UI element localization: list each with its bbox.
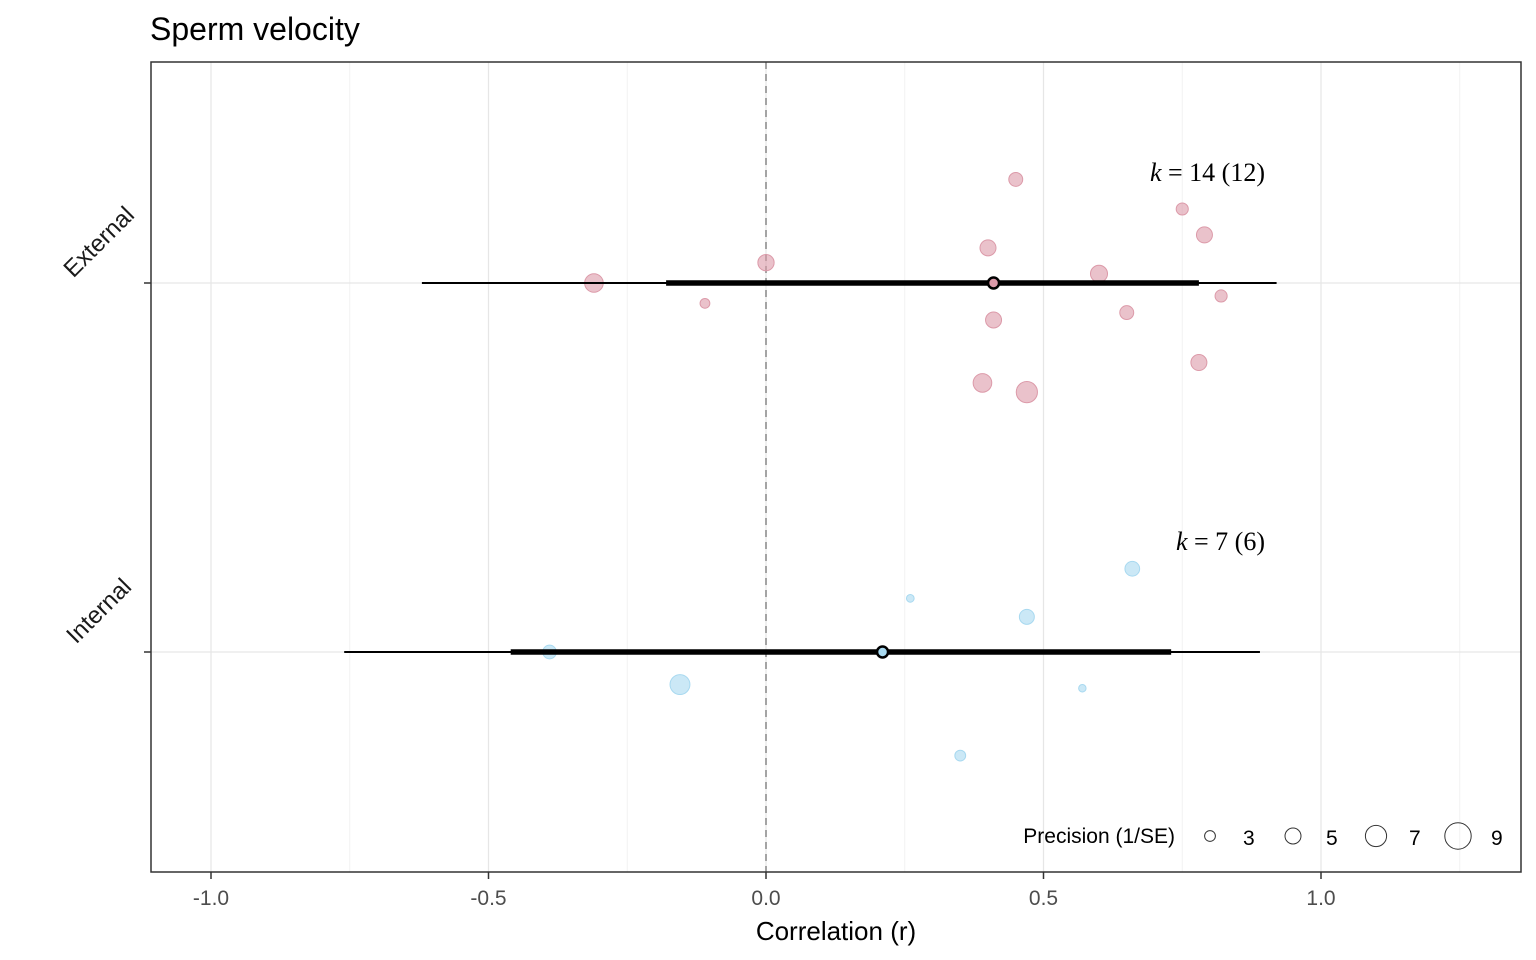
effect-size-point bbox=[1078, 684, 1087, 693]
k-label: k = 7 (6) bbox=[1176, 527, 1265, 556]
x-tick-label: -1.0 bbox=[193, 887, 229, 910]
effect-size-point bbox=[1214, 289, 1228, 303]
legend-label: 5 bbox=[1326, 827, 1338, 850]
y-category-label: Internal bbox=[61, 573, 137, 649]
x-tick-label: 0.5 bbox=[1029, 887, 1058, 910]
effect-size-point bbox=[1018, 608, 1035, 625]
effect-size-point bbox=[1089, 264, 1109, 283]
chart-title: Sperm velocity bbox=[150, 11, 360, 47]
effect-size-point bbox=[669, 674, 691, 696]
effect-size-point bbox=[905, 594, 915, 603]
x-tick-label: -0.5 bbox=[470, 887, 506, 910]
effect-size-point bbox=[972, 373, 993, 393]
x-axis-title: Correlation (r) bbox=[756, 916, 916, 946]
legend-label: 3 bbox=[1243, 827, 1255, 850]
k-label-value: = 14 (12) bbox=[1168, 158, 1265, 187]
legend: Precision (1/SE) 3 5 7 9 bbox=[1023, 822, 1503, 850]
grid-lines bbox=[151, 62, 1521, 872]
data-layer: k = 14 (12) k = 7 (6) bbox=[344, 62, 1277, 872]
effect-size-point bbox=[699, 297, 711, 309]
effect-size-point bbox=[1119, 305, 1135, 321]
pooled-estimate-point bbox=[986, 276, 1001, 290]
effect-size-point bbox=[985, 311, 1003, 329]
effect-size-point bbox=[1195, 226, 1213, 244]
legend-size-circle bbox=[1364, 824, 1388, 848]
k-label: k = 14 (12) bbox=[1150, 158, 1265, 187]
legend-size-circle bbox=[1204, 830, 1216, 842]
effect-size-point bbox=[757, 254, 775, 272]
effect-size-point bbox=[1175, 202, 1189, 216]
k-label-value: = 7 (6) bbox=[1194, 527, 1265, 556]
effect-size-point bbox=[954, 749, 967, 762]
plot-panel-border bbox=[150, 61, 1522, 873]
legend-label: 7 bbox=[1409, 827, 1421, 850]
effect-size-point bbox=[979, 239, 997, 257]
effect-size-point bbox=[1015, 381, 1038, 404]
effect-size-point bbox=[1008, 171, 1024, 187]
legend-size-circle bbox=[1444, 822, 1472, 850]
x-tick-label: 1.0 bbox=[1306, 887, 1335, 910]
x-tick-label: 0.0 bbox=[751, 887, 780, 910]
effect-size-point bbox=[1190, 354, 1208, 372]
y-category-label: External bbox=[59, 202, 140, 283]
legend-title: Precision (1/SE) bbox=[1023, 825, 1175, 848]
axes: -1.0 -0.5 0.0 0.5 1.0 External Internal bbox=[59, 202, 1336, 910]
effect-size-point bbox=[1124, 560, 1141, 577]
legend-label: 9 bbox=[1491, 827, 1503, 850]
legend-size-circle bbox=[1284, 827, 1302, 845]
pooled-estimate-point bbox=[875, 645, 890, 659]
